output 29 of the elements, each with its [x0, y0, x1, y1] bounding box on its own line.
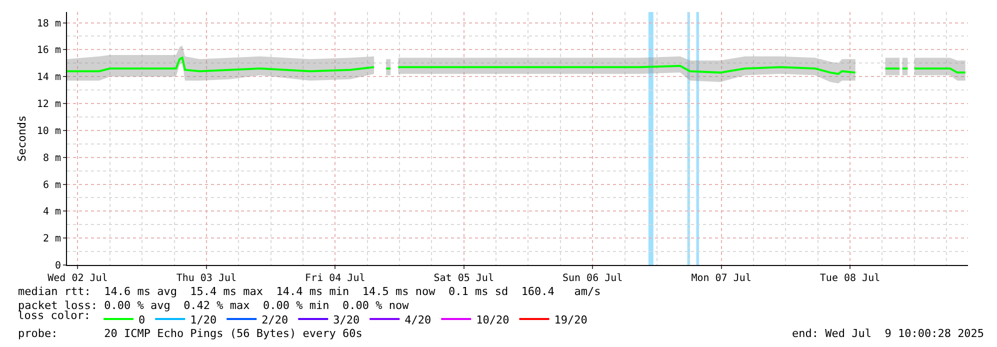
y-tick-label: 0	[54, 260, 61, 272]
y-tick-label: 8 m	[42, 152, 61, 164]
y-tick-label: 14 m	[36, 72, 61, 84]
y-tick-label: 6 m	[42, 180, 61, 191]
text: end: Wed Jul 9 10:00:28 2025	[792, 327, 984, 340]
legend-label: 10/20	[476, 313, 510, 326]
x-tick-label: Thu 03 Jul	[176, 273, 237, 284]
y-tick-label: 10 m	[36, 126, 61, 137]
y-axis-title: Seconds	[16, 115, 29, 162]
legend-label: 4/20	[404, 313, 432, 326]
x-tick-label: Sat 05 Jul	[434, 273, 494, 284]
y-tick-label: 12 m	[36, 99, 61, 110]
legend-label: 1/20	[190, 313, 217, 326]
text: packet loss: 0.00 % avg 0.42 % max 0.00 % min 0.00 % now	[18, 299, 410, 312]
text: median rtt: 14.6 ms avg 15.4 ms max 14.4 ms min 14.5 ms now 0.1 ms sd 160.4 am/s	[18, 285, 601, 298]
legend-label: 3/20	[333, 313, 360, 326]
y-tick-label: 16 m	[36, 45, 61, 56]
text: probe: 20 ICMP Echo Pings (56 Bytes) every 60s	[18, 327, 362, 340]
legend-label: 2/20	[262, 313, 288, 326]
y-tick-label: 18 m	[36, 18, 61, 30]
x-tick-label: Fri 04 Jul	[305, 273, 366, 284]
y-tick-label: 2 m	[42, 234, 61, 245]
x-tick-label: Tue 08 Jul	[820, 273, 880, 284]
legend-label: 19/20	[554, 313, 588, 326]
x-tick-label: Mon 07 Jul	[691, 273, 752, 284]
legend-label: 0	[138, 313, 146, 326]
x-tick-label: Wed 02 Jul	[48, 273, 108, 284]
y-tick-label: 4 m	[42, 206, 61, 218]
x-tick-label: Sun 06 Jul	[562, 273, 623, 284]
